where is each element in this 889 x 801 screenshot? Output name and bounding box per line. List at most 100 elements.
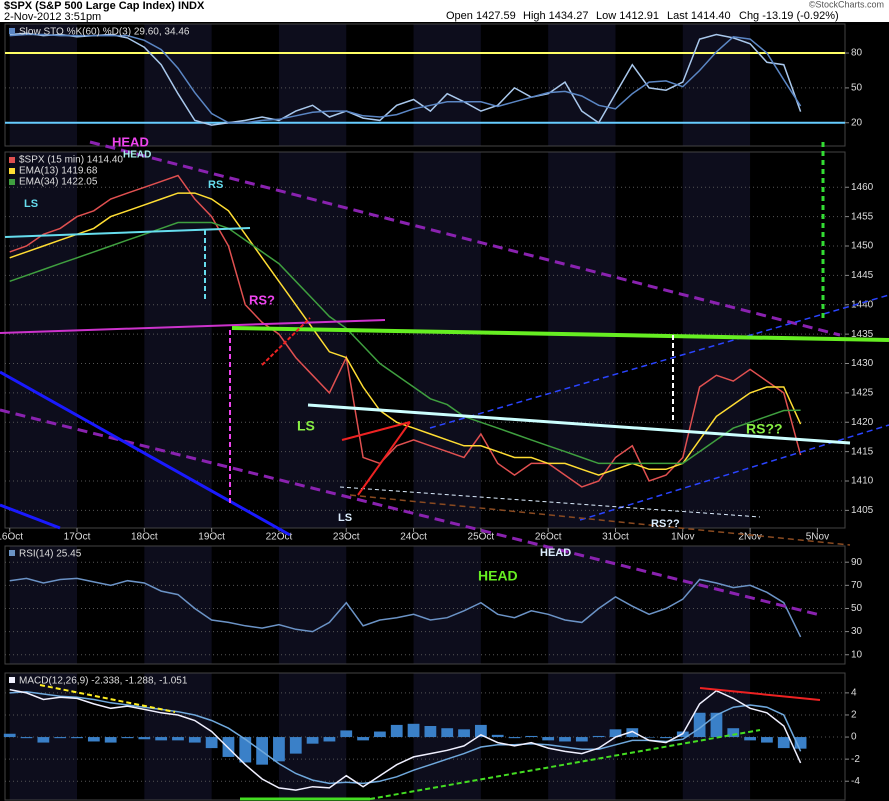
x-tick-label: 16Oct [0, 532, 23, 543]
histogram-bar [289, 737, 302, 754]
trend-line [369, 729, 761, 800]
neckline [307, 403, 851, 445]
histogram-bar [525, 735, 538, 738]
legend-swatch [9, 179, 15, 185]
series-line [9, 221, 801, 465]
neckline [231, 326, 889, 342]
histogram-bar [575, 737, 588, 742]
histogram-bar [744, 737, 756, 741]
histogram-bar [592, 735, 605, 738]
legend-swatch [9, 28, 15, 34]
y-tick-label: 80 [851, 48, 863, 59]
histogram-bar [761, 737, 773, 743]
series-line [9, 688, 802, 791]
neckline [4, 227, 251, 238]
day-band [682, 546, 751, 664]
panel: 1405 1410 1415 1420 1425 1430 1435 1440 1445 1450… [0, 151, 874, 543]
x-tick-label: 25Oct [468, 532, 495, 543]
y-tick-label: 1455 [851, 211, 874, 222]
legend-label: RSI(14) 25.45 [19, 549, 82, 560]
trend-line [261, 317, 311, 366]
panel: 20 50 80 Slow STO %K(60) %D(3) 29.60, 34.46 [4, 23, 863, 147]
x-tick-label: 26Oct [535, 532, 562, 543]
histogram-bar [727, 728, 740, 738]
day-band [682, 152, 751, 528]
day-band [278, 24, 347, 146]
x-tick-label: 31Oct [602, 532, 629, 543]
day-band [144, 152, 212, 528]
trend-line [0, 408, 821, 617]
series-line [9, 33, 802, 124]
day-band [9, 152, 78, 528]
histogram-bar [794, 737, 807, 749]
header-bar [0, 0, 889, 22]
histogram-bar [458, 729, 470, 738]
annotation: HEAD [478, 568, 518, 584]
y-tick-label: 10 [851, 649, 863, 660]
date: 2-Nov-2012 3:51pm [4, 11, 101, 23]
y-tick-label: -4 [851, 776, 860, 787]
histogram-bar [542, 737, 555, 741]
histogram-bar [441, 728, 454, 738]
histogram-bar [323, 737, 336, 742]
annotation: RS [208, 179, 223, 191]
y-tick-label: 30 [851, 626, 863, 637]
histogram-bar [474, 724, 487, 738]
y-tick-label: 1410 [851, 476, 874, 487]
histogram-bar [710, 712, 723, 738]
x-tick-label: 22Oct [266, 532, 293, 543]
series-line [9, 174, 802, 488]
day-band [9, 24, 78, 146]
y-tick-label: 50 [851, 83, 863, 94]
day-band [278, 152, 347, 528]
x-tick-label: 23Oct [333, 532, 360, 543]
day-band [548, 152, 616, 528]
histogram-bar [777, 737, 790, 749]
legend-swatch [9, 677, 15, 683]
legend-swatch [9, 168, 15, 174]
histogram-bar [54, 737, 67, 739]
trend-line [349, 494, 851, 546]
x-tick-label: 24Oct [400, 532, 427, 543]
day-band [144, 24, 212, 146]
histogram-bar [609, 729, 622, 738]
day-band [278, 546, 347, 664]
day-band [144, 546, 212, 664]
x-tick-label: 17Oct [64, 532, 91, 543]
y-tick-label: 4 [851, 688, 857, 699]
histogram-bar [340, 730, 353, 738]
y-tick-label: 1445 [851, 270, 874, 281]
histogram-bar [121, 737, 134, 739]
quote-high: High 1434.27 [523, 10, 588, 22]
histogram-bar [390, 724, 403, 738]
y-tick-label: 1405 [851, 505, 874, 516]
day-band [548, 24, 616, 146]
legend-label: EMA(13) 1419.68 [19, 166, 98, 177]
annotation: RS?? [651, 518, 680, 530]
annotation: RS?? [746, 421, 783, 437]
legend-label: MACD(12,26,9) -2.338, -1.288, -1.051 [19, 676, 188, 687]
histogram-bar [239, 737, 252, 763]
y-tick-label: 0 [851, 732, 857, 743]
trend-line [341, 421, 411, 441]
day-band [144, 673, 212, 800]
histogram-bar [71, 737, 83, 739]
legend-label: EMA(34) 1422.05 [19, 177, 98, 188]
histogram-bar [273, 737, 285, 762]
y-tick-label: -2 [851, 754, 860, 765]
trend-line [0, 503, 61, 530]
series-line [9, 192, 802, 476]
trend-line [357, 421, 411, 496]
trend-line [579, 424, 889, 521]
series-line [9, 577, 802, 638]
panel-frame [4, 545, 846, 665]
histogram-bar [357, 737, 369, 741]
legend-label: Slow STO %K(60) %D(3) 29.60, 34.46 [19, 27, 190, 38]
x-tick-label: 2Nov [738, 532, 761, 543]
y-tick-label: 1430 [851, 358, 874, 369]
y-tick-label: 20 [851, 117, 863, 128]
quote-open: Open 1427.59 [446, 10, 516, 22]
histogram-bar [491, 734, 504, 738]
quote-change: Chg -13.19 (-0.92%) [739, 10, 839, 22]
